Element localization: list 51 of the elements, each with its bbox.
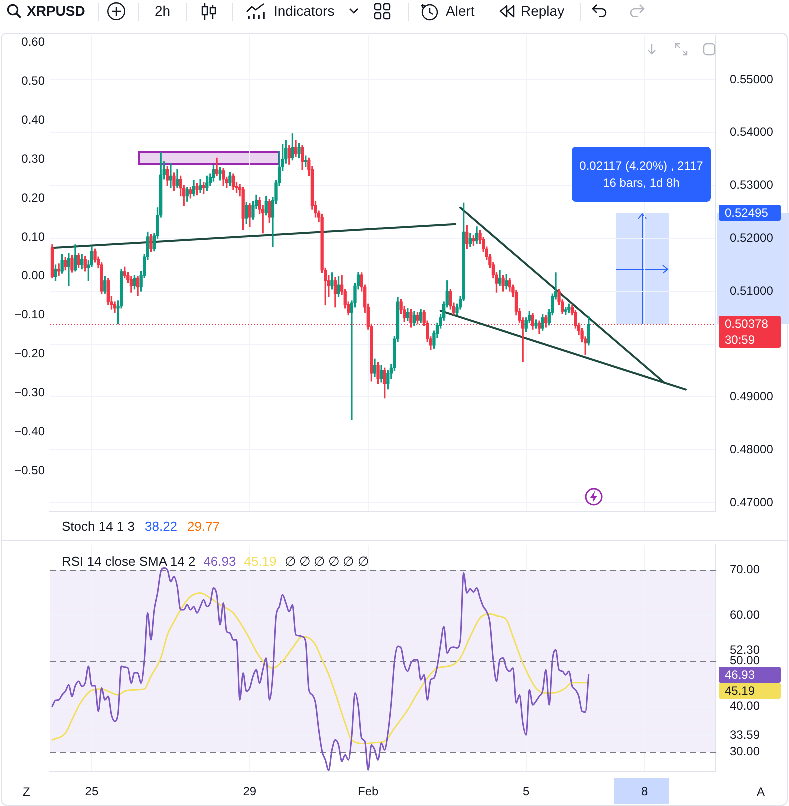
y2-tick-label: −0.50: [14, 463, 46, 478]
text: 45.19: [725, 683, 756, 699]
x-tick-label: 25: [85, 784, 99, 799]
text: 29.77: [188, 519, 220, 535]
text: 30:59: [725, 332, 756, 348]
text: Stoch 14 1 3: [62, 519, 135, 535]
y-tick-label: 40.00: [730, 698, 760, 713]
x-tick-label: 8: [641, 784, 648, 799]
text: 38.22: [145, 519, 178, 535]
y2-tick-label: −0.40: [14, 424, 46, 438]
y2-tick-label: 0.30: [22, 152, 46, 166]
annotation: ∅ ∅ ∅ ∅ ∅ ∅: [284, 554, 369, 570]
annotation: 45.19: [244, 554, 277, 570]
y-tick-label: 0.48000: [730, 442, 774, 456]
text: Alert: [446, 3, 475, 19]
ref-line-label: 0.50378: [725, 316, 770, 332]
text: 46.93: [725, 667, 756, 683]
y-tick-label: 70.00: [730, 562, 760, 576]
y-tick-label: 0.52000: [730, 230, 774, 245]
annotation: 0.02117 (4.20%) , 2117: [578, 158, 704, 175]
text: A: [757, 784, 766, 800]
x-tick-label: 29: [243, 784, 257, 799]
annotation: 46.93: [204, 554, 236, 570]
y-tick-label: 0.49000: [730, 390, 774, 404]
y-tick-label: 0.51000: [730, 284, 774, 298]
y-tick-label: 60.00: [730, 608, 760, 622]
text: Z: [23, 784, 30, 800]
chart-subtitle: 2h: [155, 3, 171, 19]
y2-tick-label: −0.20: [14, 346, 46, 361]
y2-tick-label: 0.40: [22, 112, 46, 127]
y-tick-label: 30.00: [730, 744, 760, 758]
y2-tick-label: 0.50: [22, 74, 46, 88]
x-tick-label: Feb: [358, 784, 380, 799]
y2-tick-label: −0.10: [14, 308, 46, 322]
y-tick-label: 0.53000: [730, 178, 774, 192]
text: RSI 14 close SMA 14 2: [62, 554, 196, 570]
y2-tick-label: 0.20: [22, 190, 46, 205]
y2-tick-label: −0.30: [14, 386, 46, 400]
y-tick-label: 0.54000: [730, 125, 774, 140]
annotation: 16 bars, 1d 8h: [602, 175, 681, 192]
y2-tick-label: 0.60: [22, 35, 46, 50]
y-tick-label: 33.59: [730, 728, 760, 742]
x-tick-label: 5: [523, 784, 530, 799]
text: Replay: [521, 3, 565, 19]
text: Indicators: [274, 3, 335, 19]
y2-tick-label: 0.00: [22, 268, 46, 283]
y-tick-label: 0.55000: [730, 72, 774, 86]
chart-title: XRPUSD: [27, 3, 86, 19]
y-tick-label: 0.47000: [730, 495, 774, 510]
y2-tick-label: 0.10: [22, 230, 46, 244]
text: 0.52495: [725, 205, 770, 221]
